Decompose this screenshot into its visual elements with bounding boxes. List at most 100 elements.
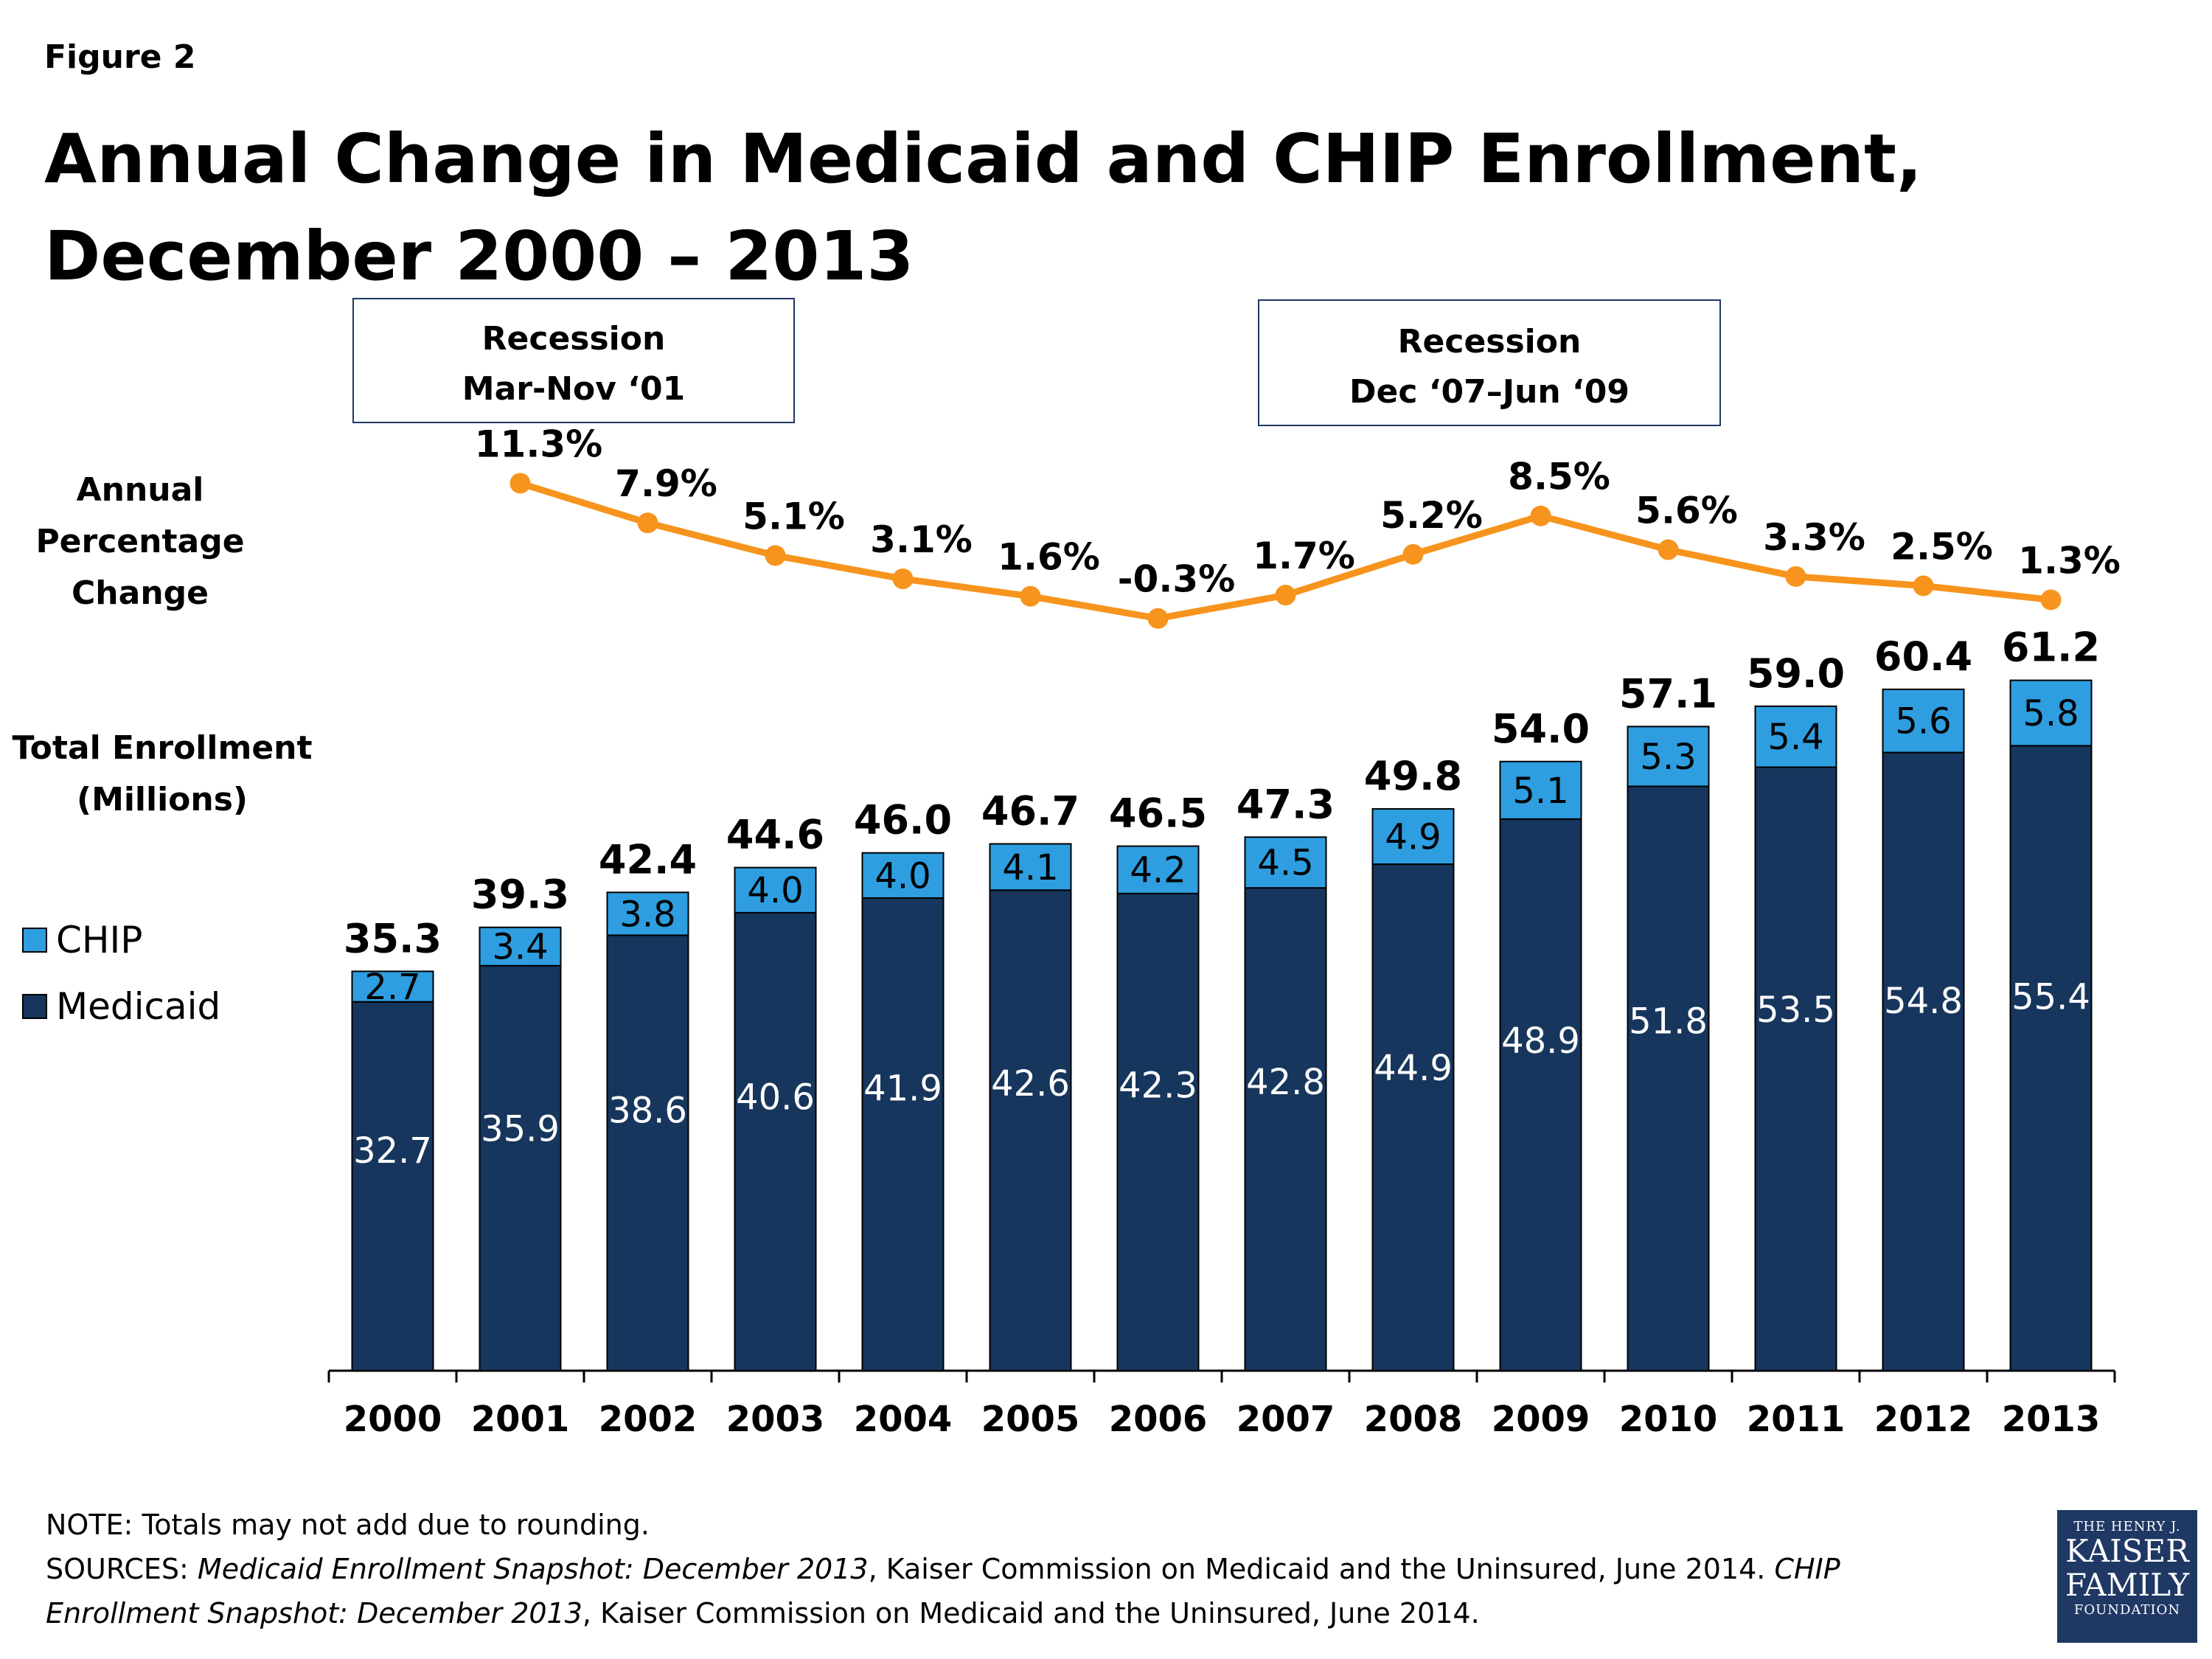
x-tick-label: 2007 bbox=[1237, 1399, 1335, 1440]
percent-change-point bbox=[1147, 608, 1169, 629]
x-tick-label: 2001 bbox=[471, 1399, 570, 1440]
bar-medicaid bbox=[351, 1001, 434, 1371]
bar-chip bbox=[1499, 760, 1582, 820]
percent-change-label-line: Change bbox=[72, 574, 209, 612]
percent-change-label: 1.6% bbox=[998, 536, 1100, 579]
bar-chip bbox=[1754, 705, 1837, 768]
chip-value-label: 5.6 bbox=[1895, 701, 1951, 742]
medicaid-value-label: 42.3 bbox=[1119, 1065, 1197, 1107]
chip-value-label: 4.1 bbox=[1002, 847, 1058, 888]
percent-change-label-line: Annual bbox=[76, 471, 204, 509]
sources-line-1: SOURCES: Medicaid Enrollment Snapshot: D… bbox=[46, 1547, 2037, 1591]
x-tick-label: 2012 bbox=[1874, 1399, 1973, 1440]
medicaid-value-label: 51.8 bbox=[1629, 1001, 1708, 1042]
bar-medicaid bbox=[1754, 766, 1837, 1371]
source-detail: , Kaiser Commission on Medicaid and the … bbox=[582, 1597, 1480, 1630]
bar-chip bbox=[1244, 836, 1327, 889]
percent-change-point bbox=[1275, 585, 1296, 606]
bar-medicaid bbox=[606, 934, 689, 1372]
medicaid-value-label: 35.9 bbox=[481, 1108, 560, 1150]
sources-prefix: SOURCES: bbox=[46, 1553, 198, 1585]
medicaid-value-label: 44.9 bbox=[1374, 1048, 1453, 1089]
total-value-label: 49.8 bbox=[1364, 753, 1462, 799]
recession-box-2001: Recession Mar-Nov ‘01 bbox=[352, 298, 795, 423]
total-value-label: 59.0 bbox=[1747, 650, 1845, 697]
medicaid-value-label: 42.8 bbox=[1246, 1062, 1325, 1103]
chip-value-label: 5.1 bbox=[1512, 771, 1568, 812]
chip-value-label: 4.0 bbox=[747, 870, 803, 911]
medicaid-value-label: 32.7 bbox=[353, 1130, 432, 1172]
legend-label-chip: CHIP bbox=[56, 919, 143, 961]
legend-swatch-chip bbox=[22, 928, 47, 953]
sources-line-2: Enrollment Snapshot: December 2013, Kais… bbox=[46, 1591, 2037, 1635]
bar-medicaid bbox=[479, 964, 562, 1371]
kaiser-logo: THE HENRY J. KAISER FAMILY FOUNDATION bbox=[2057, 1510, 2197, 1643]
x-tick-label: 2009 bbox=[1492, 1399, 1590, 1440]
percent-change-label: 5.1% bbox=[742, 495, 845, 538]
medicaid-value-label: 54.8 bbox=[1884, 981, 1963, 1022]
bar-chip bbox=[1882, 688, 1965, 754]
bar-chip bbox=[479, 926, 562, 967]
percent-change-point bbox=[1785, 566, 1806, 587]
chip-value-label: 5.3 bbox=[1640, 737, 1696, 778]
medicaid-value-label: 53.5 bbox=[1756, 990, 1835, 1031]
title-line-1: Annual Change in Medicaid and CHIP Enrol… bbox=[44, 119, 1922, 198]
total-value-label: 46.5 bbox=[1109, 790, 1207, 837]
x-tick-label: 2002 bbox=[599, 1399, 698, 1440]
percent-change-label: 8.5% bbox=[1508, 456, 1610, 498]
chip-value-label: 5.8 bbox=[2023, 693, 2079, 734]
percent-change-point bbox=[2040, 589, 2062, 611]
recession-label: Recession bbox=[481, 320, 666, 358]
bar-medicaid bbox=[1882, 751, 1965, 1371]
x-tick-label: 2008 bbox=[1364, 1399, 1463, 1440]
percent-change-point bbox=[1658, 539, 1679, 560]
percent-change-label: 2.5% bbox=[1891, 526, 1993, 568]
source-title: Medicaid Enrollment Snapshot: December 2… bbox=[197, 1553, 869, 1585]
bar-medicaid bbox=[1627, 785, 1710, 1371]
bar-chip bbox=[989, 843, 1072, 891]
logo-line: KAISER bbox=[2065, 1533, 2189, 1569]
percent-change-label: -0.3% bbox=[1118, 558, 1235, 601]
percent-change-label-line: Percentage bbox=[35, 523, 245, 560]
total-value-label: 61.2 bbox=[2002, 625, 2100, 671]
chip-value-label: 3.4 bbox=[492, 927, 548, 968]
bar-medicaid bbox=[2009, 745, 2093, 1371]
medicaid-value-label: 40.6 bbox=[736, 1077, 815, 1118]
legend: CHIP Medicaid bbox=[22, 907, 220, 1040]
title-line-2: December 2000 – 2013 bbox=[44, 217, 914, 296]
total-value-label: 57.1 bbox=[1619, 670, 1717, 717]
total-enrollment-label-line: (Millions) bbox=[76, 781, 248, 818]
percent-change-point bbox=[1530, 505, 1551, 526]
x-tick-label: 2005 bbox=[981, 1399, 1080, 1440]
percent-change-point bbox=[1913, 575, 1934, 597]
legend-label-medicaid: Medicaid bbox=[56, 985, 221, 1028]
chip-value-label: 4.2 bbox=[1130, 850, 1186, 891]
percent-change-label: 11.3% bbox=[475, 422, 602, 465]
note-text: NOTE: Totals may not add due to rounding… bbox=[46, 1509, 650, 1541]
recession-box-2007: Recession Dec ‘07–Jun ‘09 bbox=[1258, 299, 1721, 426]
bar-medicaid bbox=[1499, 818, 1582, 1371]
chip-value-label: 4.9 bbox=[1385, 817, 1441, 858]
medicaid-value-label: 38.6 bbox=[608, 1091, 687, 1132]
total-value-label: 42.4 bbox=[599, 836, 697, 883]
source-detail: , Kaiser Commission on Medicaid and the … bbox=[868, 1553, 1775, 1585]
chip-value-label: 5.4 bbox=[1767, 717, 1823, 758]
percent-change-label: 5.2% bbox=[1380, 494, 1483, 537]
recession-dates: Mar-Nov ‘01 bbox=[462, 370, 686, 408]
x-tick-label: 2004 bbox=[854, 1399, 953, 1440]
percent-change-label: 1.3% bbox=[2018, 539, 2121, 582]
percent-change-point bbox=[765, 545, 786, 566]
bar-medicaid bbox=[989, 889, 1072, 1371]
chip-value-label: 4.0 bbox=[874, 855, 931, 897]
recession-label: Recession bbox=[1397, 323, 1582, 361]
figure-label: Figure 2 bbox=[44, 38, 196, 76]
bar-chip bbox=[606, 891, 689, 936]
percent-change-label: 7.9% bbox=[615, 462, 717, 505]
chip-value-label: 4.5 bbox=[1257, 843, 1313, 884]
total-value-label: 47.3 bbox=[1237, 781, 1335, 827]
legend-item-medicaid: Medicaid bbox=[22, 973, 220, 1040]
source-title: Enrollment Snapshot: December 2013 bbox=[46, 1597, 582, 1630]
recession-dates: Dec ‘07–Jun ‘09 bbox=[1349, 373, 1630, 411]
chart-title: Annual Change in Medicaid and CHIP Enrol… bbox=[44, 111, 2035, 305]
